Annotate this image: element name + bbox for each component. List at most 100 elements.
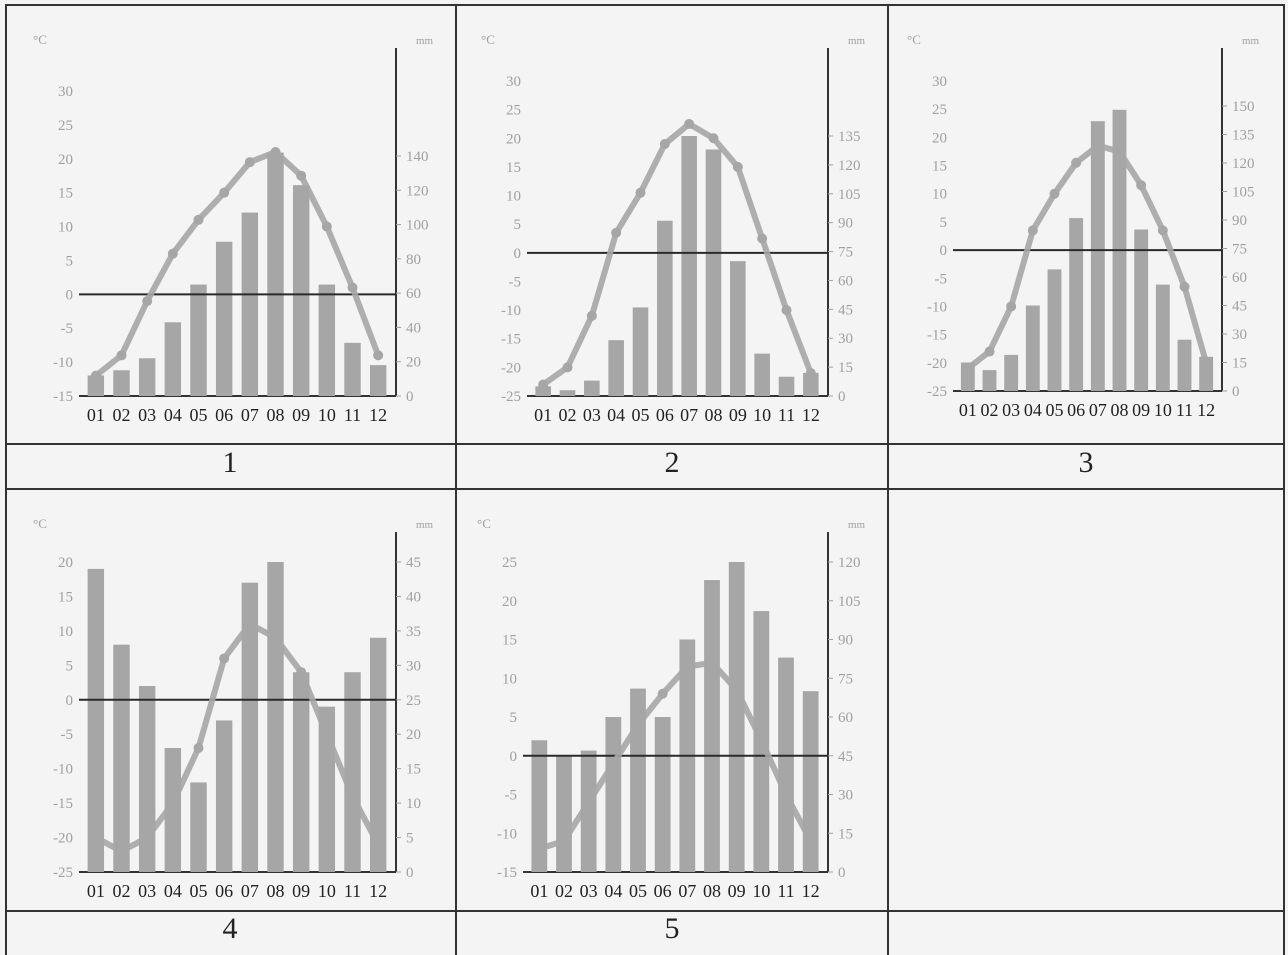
precip-tick-label: 45 [838,749,853,765]
temperature-point [684,118,695,129]
temp-tick-label: -25 [927,384,947,400]
precip-tick-label: 120 [838,555,861,571]
precip-unit-label: mm [416,519,434,531]
month-tick-label: 10 [318,881,336,901]
temp-tick-label: 25 [506,103,521,119]
temp-tick-label: -10 [53,762,73,778]
temp-tick-label: 5 [510,710,518,726]
table-border-mid-3 [5,910,1285,912]
precip-tick-label: 60 [406,286,421,302]
temperature-point [142,832,153,843]
precip-unit-label: mm [1242,35,1260,47]
precip-tick-label: 105 [838,594,861,610]
precipitation-bar [318,284,336,396]
month-tick-label: 01 [530,881,548,901]
temp-tick-label: 15 [506,160,521,176]
month-tick-label: 09 [729,405,747,425]
precip-tick-label: 75 [838,671,853,687]
precip-tick-label: 60 [838,273,853,289]
month-tick-label: 11 [1176,400,1193,420]
table-border-left [5,4,7,955]
month-tick-label: 09 [292,881,310,901]
precip-tick-label: 90 [838,633,853,649]
temperature-point [219,653,230,664]
temp-tick-label: 15 [58,589,73,605]
temp-tick-label: 10 [502,671,517,687]
temp-tick-label: 15 [932,159,947,175]
temperature-point [90,832,101,843]
precip-tick-label: 15 [1232,356,1247,372]
precip-tick-label: 15 [406,762,421,778]
temperature-point [270,632,281,643]
temperature-point [562,362,573,373]
precip-unit-label: mm [848,519,866,531]
precipitation-bar [190,782,207,872]
temp-tick-label: -5 [505,788,518,804]
temp-tick-label: -5 [509,274,522,290]
month-tick-label: 11 [777,881,794,901]
temp-tick-label: -25 [501,389,521,405]
precipitation-bar [1047,269,1062,391]
precip-tick-label: 20 [406,355,421,371]
precipitation-bar [344,342,361,396]
temp-tick-label: 15 [502,633,517,649]
panel-label-3: 3 [1078,446,1094,479]
temp-tick-label: 0 [66,693,74,709]
precipitation-bar [1069,218,1084,391]
month-tick-label: 04 [164,405,182,425]
precipitation-bar [535,386,551,396]
precipitation-bar [531,740,548,872]
precip-tick-label: 45 [838,302,853,318]
month-tick-label: 02 [981,400,999,420]
temp-tick-label: -15 [53,796,73,812]
month-tick-label: 04 [607,405,625,425]
precipitation-bar [632,307,649,396]
month-tick-label: 05 [1046,400,1064,420]
precipitation-bar [728,562,745,872]
month-tick-label: 01 [959,400,977,420]
month-tick-label: 03 [583,405,601,425]
month-tick-label: 02 [113,881,131,901]
temp-tick-label: 5 [66,253,74,269]
temperature-line [541,120,814,387]
precip-tick-label: 30 [1232,327,1247,343]
precip-tick-label: 120 [838,158,861,174]
precip-tick-label: 135 [1232,128,1255,144]
table-border-mid-2 [5,488,1285,490]
month-tick-label: 01 [87,405,105,425]
temp-unit-label: °C [33,32,47,47]
temp-tick-label: 25 [58,118,73,134]
temp-tick-label: 20 [506,131,521,147]
precipitation-bar [754,353,770,396]
temp-tick-label: 5 [66,658,74,674]
temp-tick-label: -20 [53,831,73,847]
temp-tick-label: 10 [58,220,73,236]
month-tick-label: 07 [680,405,698,425]
temperature-point [347,791,358,802]
temperature-point [116,846,127,857]
precip-tick-label: 40 [406,589,421,605]
temp-tick-label: -10 [53,355,73,371]
precipitation-bar [1134,229,1149,391]
precip-tick-label: 90 [1232,213,1247,229]
temperature-point [805,368,816,379]
temp-tick-label: -5 [935,271,948,287]
precipitation-bar [344,672,361,872]
temp-tick-label: -5 [61,727,74,743]
temperature-point [1114,146,1125,157]
temp-tick-label: -10 [927,299,947,315]
precip-tick-label: 90 [838,216,853,232]
temp-tick-label: -15 [927,328,947,344]
precipitation-bar [215,241,233,396]
temp-tick-label: 0 [514,246,522,262]
temperature-point [583,797,594,808]
precip-unit-label: mm [848,35,866,47]
precipitation-bar [164,322,182,396]
precip-tick-label: 30 [838,331,853,347]
panel-label-5: 5 [664,912,680,945]
precip-tick-label: 105 [838,187,861,203]
month-tick-label: 08 [267,405,285,425]
temp-tick-label: -10 [501,303,521,319]
month-tick-label: 08 [705,405,723,425]
